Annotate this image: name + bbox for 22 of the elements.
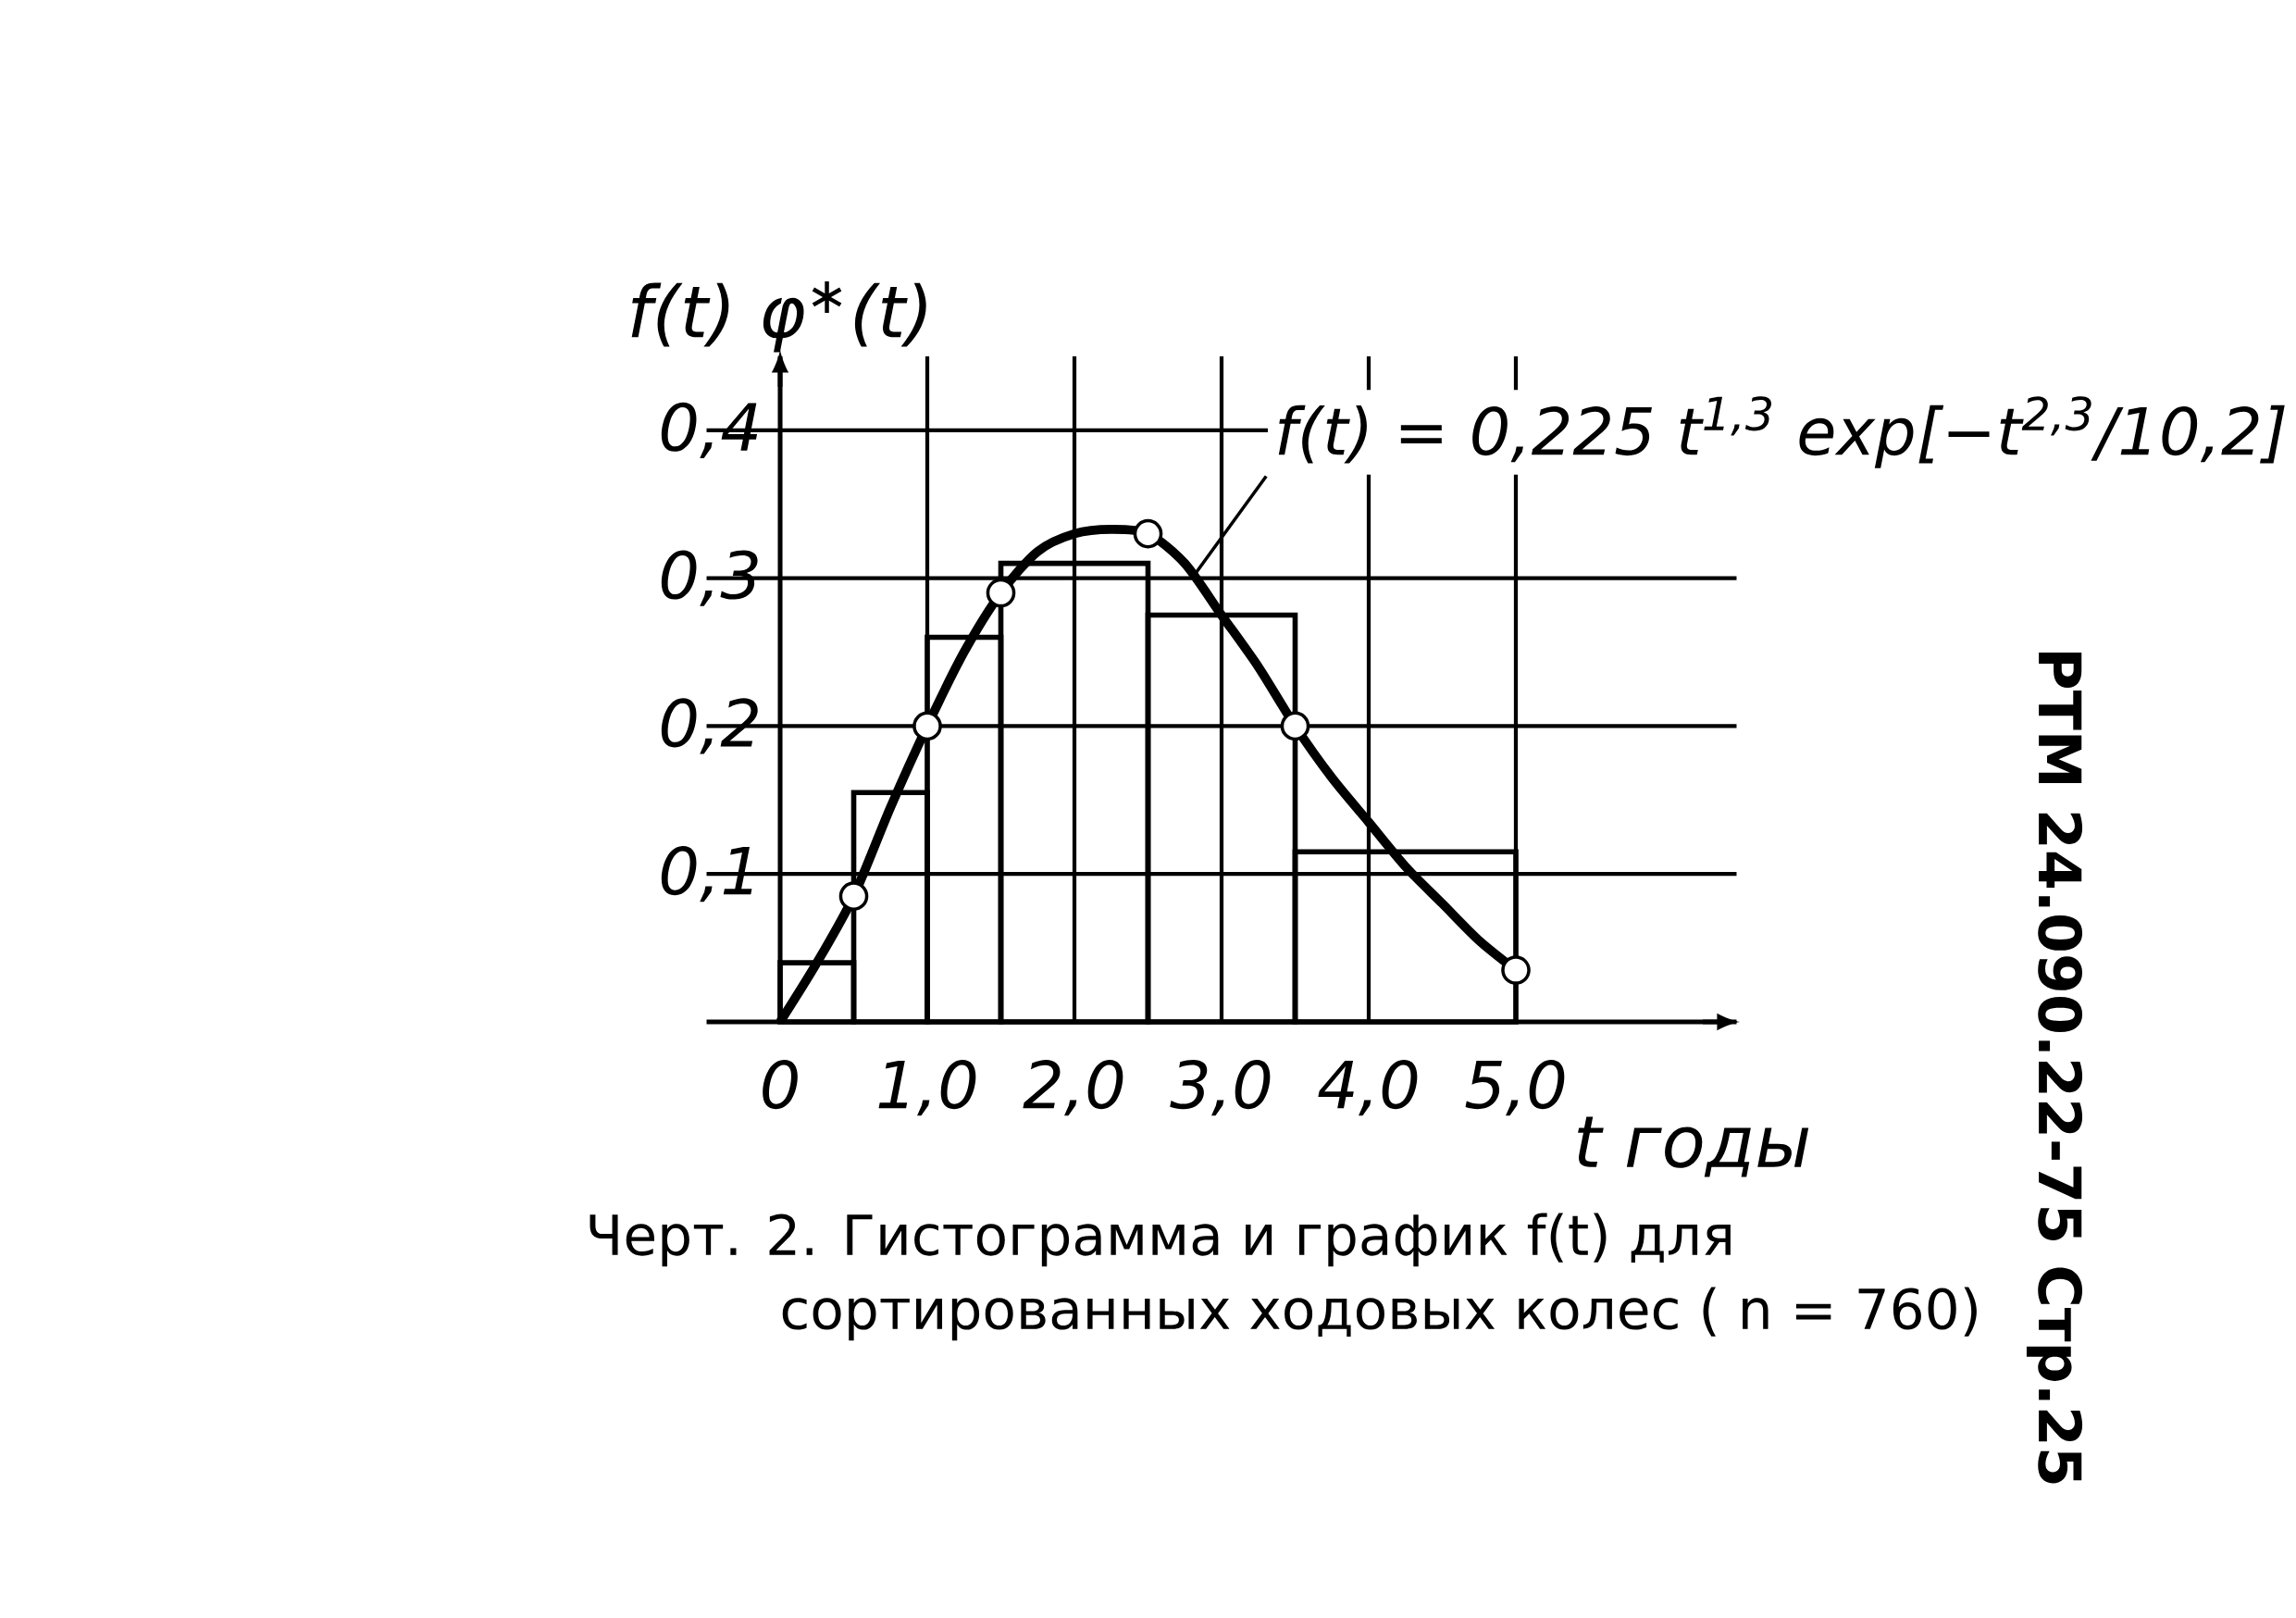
x-tick-label: 2,0 [1023,1060,1123,1116]
x-tick-label: 3,0 [1170,1060,1271,1116]
annotation: f(t) = 0,225 t$^{1,3}$ exp[−t$^{2,3}$/10,2] [1278,396,2285,468]
point [1280,711,1310,741]
text: РТМ 24.090.22-75 Стр.25 [2026,653,2083,1484]
text: Черт. 2. Гистограмма и график f(t) для [590,1213,1731,1267]
x-tick-label: 0 [763,1060,798,1110]
text: сортированных ходовых колес ( n = 760) [782,1287,1977,1341]
point [986,578,1016,608]
x-tick-label: 1,0 [878,1060,976,1116]
y-tick-label: 0,3 [661,550,758,606]
y-tick-label: 0,2 [661,698,758,754]
x-tick-label: 4,0 [1318,1060,1418,1116]
y-tick-label: 0,4 [661,402,758,458]
point [1501,955,1531,985]
point [838,881,869,911]
y-tick-label: 0,1 [661,846,752,902]
x-tick-label: 5,0 [1465,1060,1565,1116]
x-axis-title: t годы [1578,1116,1809,1177]
y-axis-title: f(t) φ$^{∗}$(t) [631,280,926,353]
point [1133,518,1163,549]
point [912,711,942,741]
